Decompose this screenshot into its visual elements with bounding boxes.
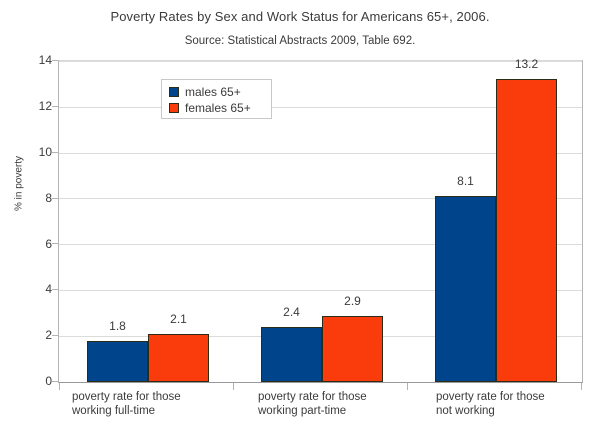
y-tick-mark <box>52 106 58 107</box>
x-tick-mark <box>407 383 408 390</box>
x-category-line: not working <box>436 404 495 417</box>
bar-value-label-males-not-working: 8.1 <box>457 174 474 188</box>
y-tick-label: 4 <box>45 282 52 296</box>
bar-females-not-working[interactable] <box>496 79 557 382</box>
bar-females-full-time[interactable] <box>148 334 209 382</box>
bar-males-part-time[interactable] <box>261 327 322 382</box>
y-tick-mark <box>52 335 58 336</box>
y-axis-title: % in poverty <box>13 155 25 212</box>
bar-value-label-males-full-time: 1.8 <box>109 319 126 333</box>
gridline-14 <box>59 61 582 62</box>
x-tick-mark <box>59 383 60 390</box>
x-category-line: working full-time <box>72 404 156 417</box>
x-category-label-part-time: poverty rate for those working part-time <box>258 391 367 418</box>
gridline-10 <box>59 153 582 154</box>
legend-entry-males[interactable]: males 65+ <box>169 84 271 100</box>
plot-area: 1.8 2.1 2.4 2.9 8.1 13.2 males 65+ femal… <box>58 57 583 390</box>
x-category-line: poverty rate for those <box>436 391 545 403</box>
y-tick-mark <box>52 198 58 199</box>
x-category-label-full-time: poverty rate for those working full-time <box>72 391 181 418</box>
gridline-8 <box>59 198 582 199</box>
bar-males-full-time[interactable] <box>87 341 148 382</box>
navy-square-swatch-icon <box>169 87 179 97</box>
x-tick-mark <box>233 383 234 390</box>
bar-females-part-time[interactable] <box>322 316 383 382</box>
chart-subtitle-source: Source: Statistical Abstracts 2009, Tabl… <box>184 35 416 47</box>
y-tick-mark <box>52 381 58 382</box>
y-tick-label: 0 <box>45 374 52 388</box>
y-tick-label: 2 <box>45 328 52 342</box>
bar-value-label-females-part-time: 2.9 <box>344 294 361 308</box>
y-tick-mark <box>52 289 58 290</box>
bar-males-not-working[interactable] <box>435 196 496 382</box>
y-tick-label: 12 <box>38 99 52 113</box>
y-tick-label: 10 <box>38 145 52 159</box>
chart-legend: males 65+ females 65+ <box>161 79 272 119</box>
x-category-label-not-working: poverty rate for those not working <box>436 391 545 418</box>
chart-title: Poverty Rates by Sex and Work Status for… <box>110 9 490 24</box>
orange-square-swatch-icon <box>169 103 179 113</box>
y-tick-label: 14 <box>38 53 52 67</box>
x-category-line: poverty rate for those <box>258 391 367 403</box>
bar-value-label-females-not-working: 13.2 <box>514 57 539 71</box>
x-tick-mark <box>581 383 582 390</box>
gridline-4 <box>59 290 582 291</box>
legend-label-males: males 65+ <box>185 85 241 99</box>
y-tick-label: 8 <box>45 191 52 205</box>
bar-value-label-females-full-time: 2.1 <box>170 312 187 326</box>
gridline-12 <box>59 107 582 108</box>
y-tick-label: 6 <box>45 237 52 251</box>
y-tick-mark <box>52 243 58 244</box>
legend-label-females: females 65+ <box>185 101 251 115</box>
bar-value-label-males-part-time: 2.4 <box>283 305 300 319</box>
y-tick-mark <box>52 152 58 153</box>
y-tick-mark <box>52 60 58 61</box>
gridline-6 <box>59 244 582 245</box>
x-category-line: poverty rate for those <box>72 391 181 403</box>
x-category-line: working part-time <box>258 404 347 417</box>
legend-entry-females[interactable]: females 65+ <box>169 100 271 116</box>
